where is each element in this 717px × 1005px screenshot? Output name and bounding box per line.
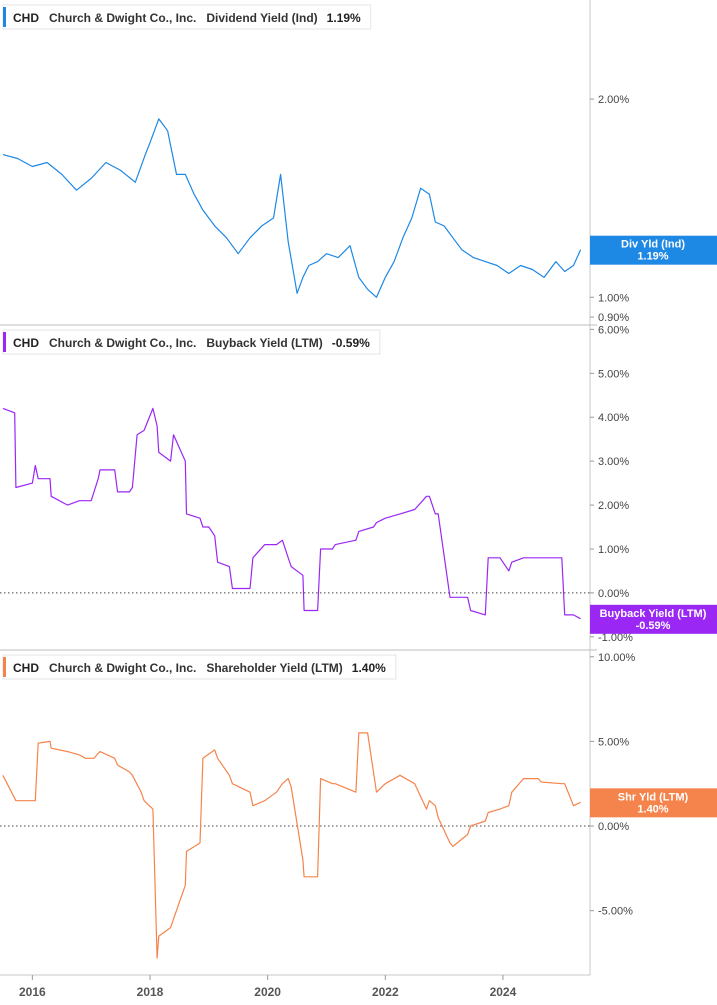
y-tick-label: 10.00% <box>598 652 636 664</box>
legend-ticker: CHD <box>13 661 39 675</box>
panel-3: -5.00% 0.00% 5.00% 10.00% CHD Church & Dwight… <box>0 652 717 959</box>
x-tick-label: 2016 <box>19 985 46 999</box>
x-tick-label: 2022 <box>372 985 399 999</box>
legend: CHD Church & Dwight Co., Inc. Shareholder … <box>2 654 397 680</box>
legend-bg <box>2 654 397 680</box>
legend: CHD Church & Dwight Co., Inc. Buyback Yiel… <box>2 329 381 355</box>
value-badge-label: Shr Yld (LTM) <box>618 791 689 803</box>
legend-color-swatch <box>3 7 6 27</box>
y-tick-label: 2.00% <box>598 500 629 512</box>
value-badge-label: Buyback Yield (LTM) <box>600 608 707 620</box>
legend-bg <box>2 4 372 30</box>
y-tick-label: 0.00% <box>598 588 629 600</box>
value-badge: Buyback Yield (LTM)-0.59% <box>590 604 717 634</box>
y-tick-label: 6.00% <box>598 324 629 336</box>
legend-value: 1.19% <box>327 11 361 25</box>
value-badge: Div Yld (Ind)1.19% <box>590 235 717 265</box>
legend-color-swatch <box>3 657 6 677</box>
series-line <box>2 118 582 298</box>
y-tick-label: 1.00% <box>598 544 629 556</box>
y-tick-label: 5.00% <box>598 368 629 380</box>
value-badge-bg <box>590 604 717 634</box>
x-tick-label: 2018 <box>137 985 164 999</box>
legend-metric: Buyback Yield (LTM) <box>206 336 322 350</box>
y-tick-label: 5.00% <box>598 736 629 748</box>
y-tick-label: 0.00% <box>598 821 629 833</box>
y-tick-label: 3.00% <box>598 456 629 468</box>
legend-value: -0.59% <box>332 336 370 350</box>
legend-metric: Shareholder Yield (LTM) <box>206 661 342 675</box>
y-tick-label: -5.00% <box>598 906 633 918</box>
legend-company: Church & Dwight Co., Inc. <box>49 336 196 350</box>
series-line <box>2 407 581 620</box>
value-badge-bg <box>590 788 717 818</box>
y-tick-label: -1.00% <box>598 632 633 644</box>
legend-company: Church & Dwight Co., Inc. <box>49 661 196 675</box>
value-badge-label: Div Yld (Ind) <box>621 239 685 251</box>
series-line <box>2 732 581 959</box>
value-badge-value: 1.40% <box>637 803 668 815</box>
value-badge: Shr Yld (LTM)1.40% <box>590 788 717 818</box>
value-badge-value: 1.19% <box>637 251 668 263</box>
legend-value: 1.40% <box>352 661 386 675</box>
x-tick-label: 2024 <box>490 985 517 999</box>
x-tick-label: 2020 <box>254 985 281 999</box>
y-tick-label: 1.00% <box>598 292 629 304</box>
legend-ticker: CHD <box>13 11 39 25</box>
legend-ticker: CHD <box>13 336 39 350</box>
legend-company: Church & Dwight Co., Inc. <box>49 11 196 25</box>
y-tick-label: 0.90% <box>598 312 629 324</box>
y-tick-label: 4.00% <box>598 412 629 424</box>
value-badge-value: -0.59% <box>636 620 671 632</box>
legend: CHD Church & Dwight Co., Inc. Dividend Yie… <box>2 4 372 30</box>
value-badge-bg <box>590 235 717 265</box>
legend-color-swatch <box>3 332 6 352</box>
legend-metric: Dividend Yield (Ind) <box>206 11 317 25</box>
panel-1: 0.90% 1.00% 2.00% CHD Church & Dwight Co., I… <box>0 4 717 326</box>
panel-2: -1.00% 0.00% 1.00% 2.00% 3.00% 4.00% 5.00% 6.00… <box>0 324 717 651</box>
y-tick-label: 2.00% <box>598 94 629 106</box>
